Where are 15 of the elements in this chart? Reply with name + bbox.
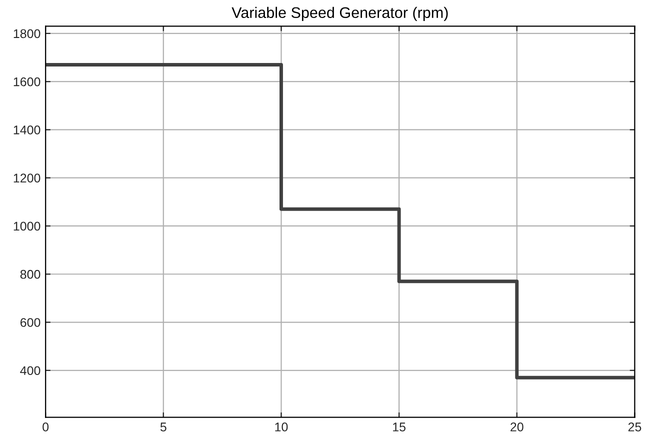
y-tick-label: 400 (20, 366, 40, 376)
x-tick-label: 5 (160, 422, 166, 432)
y-tick-label: 600 (20, 318, 40, 327)
chart-title: Variable Speed Generator (rpm) (232, 6, 448, 22)
y-tick-label: 1000 (14, 222, 40, 231)
x-tick-label: 15 (393, 422, 406, 432)
y-tick-label: 800 (20, 270, 40, 279)
x-tick-label: 10 (275, 422, 288, 432)
x-tick-label: 20 (510, 422, 524, 432)
y-tick-label: 1400 (14, 126, 40, 134)
x-tick-label: 25 (628, 422, 642, 432)
x-tick-label: 0 (42, 422, 49, 432)
y-tick-label: 1200 (14, 174, 40, 183)
y-tick-label: 1600 (14, 77, 40, 86)
y-tick-label: 1800 (14, 29, 40, 38)
